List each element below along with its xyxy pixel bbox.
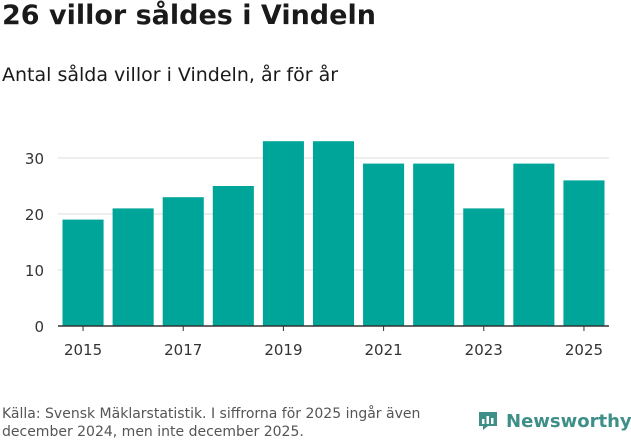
x-tick-label: 2023 <box>465 341 503 359</box>
bar-2017[interactable] <box>162 197 204 326</box>
bar-2021[interactable] <box>363 163 405 326</box>
x-tick-label: 2021 <box>364 341 402 359</box>
bar-2020[interactable] <box>312 141 355 326</box>
bar-2018[interactable] <box>212 186 254 326</box>
bar-2016[interactable] <box>112 208 154 326</box>
bar-2022[interactable] <box>413 163 455 326</box>
bar-2023[interactable] <box>463 208 505 326</box>
bar-2025[interactable] <box>563 180 605 326</box>
y-tick-label: 30 <box>25 150 44 168</box>
x-tick-label: 2025 <box>565 341 603 359</box>
bar-2024[interactable] <box>513 163 555 326</box>
bar-2019[interactable] <box>262 141 304 326</box>
bar-2015[interactable] <box>62 219 104 326</box>
y-tick-label: 0 <box>34 318 44 336</box>
source-note: Källa: Svensk Mäklarstatistik. I siffror… <box>2 406 421 440</box>
newsworthy-logo[interactable]: Newsworthy <box>476 409 631 433</box>
brand-name: Newsworthy <box>506 410 631 432</box>
x-tick-label: 2017 <box>164 341 202 359</box>
y-tick-label: 10 <box>25 262 44 280</box>
y-tick-label: 20 <box>25 206 44 224</box>
bar-chart: 0 10 20 30 2015 2017 2019 2021 2023 2025 <box>25 141 609 359</box>
x-tick-label: 2019 <box>264 341 302 359</box>
chart-subtitle: Antal sålda villor i Vindeln, år för år <box>2 64 339 86</box>
headline: 26 villor såldes i Vindeln <box>2 0 376 31</box>
x-tick-label: 2015 <box>64 341 102 359</box>
newsworthy-logo-icon <box>479 412 497 430</box>
